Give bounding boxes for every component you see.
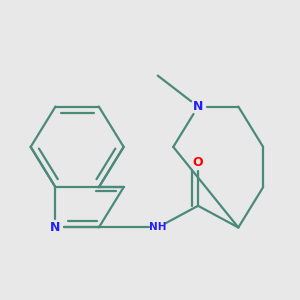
- Text: NH: NH: [149, 223, 166, 232]
- Text: O: O: [193, 156, 203, 169]
- Text: N: N: [50, 221, 61, 234]
- Text: N: N: [193, 100, 203, 113]
